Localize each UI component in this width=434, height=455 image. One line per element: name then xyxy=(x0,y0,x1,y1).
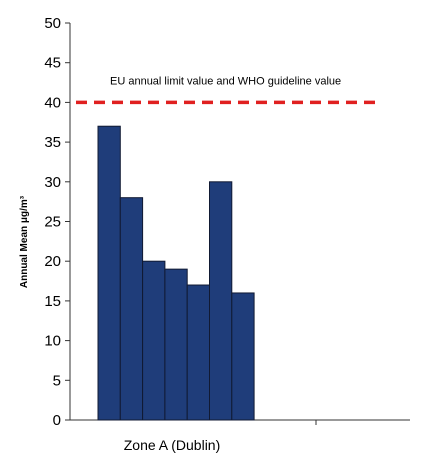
y-axis-label: Annual Mean μg/m³ xyxy=(19,195,30,288)
reference-line-label: EU annual limit value and WHO guideline … xyxy=(110,75,341,87)
bar xyxy=(142,260,166,421)
y-tick-label: 20 xyxy=(44,253,61,270)
bars xyxy=(97,125,255,421)
y-tick-label: 10 xyxy=(44,333,61,350)
y-axis: 0 5 10 15 20 25 30 35 40 45 50 xyxy=(44,15,71,429)
y-tick-label: 45 xyxy=(44,55,61,72)
y-tick-label: 30 xyxy=(44,174,61,191)
bar xyxy=(119,197,144,421)
x-category-label: Zone A (Dublin) xyxy=(124,437,221,453)
y-tick-label: 25 xyxy=(44,214,61,231)
bar xyxy=(186,284,210,421)
y-tick-label: 35 xyxy=(44,134,61,151)
bar xyxy=(97,125,121,421)
y-tick-label: 40 xyxy=(44,94,61,111)
bar xyxy=(164,268,188,421)
y-tick-label: 15 xyxy=(44,293,61,310)
bar xyxy=(209,181,233,421)
x-axis: Zone A (Dublin) xyxy=(70,419,410,453)
y-tick-label: 5 xyxy=(53,372,61,389)
y-tick-label: 0 xyxy=(53,412,61,429)
bar xyxy=(231,292,255,421)
y-tick-label: 50 xyxy=(44,15,61,32)
